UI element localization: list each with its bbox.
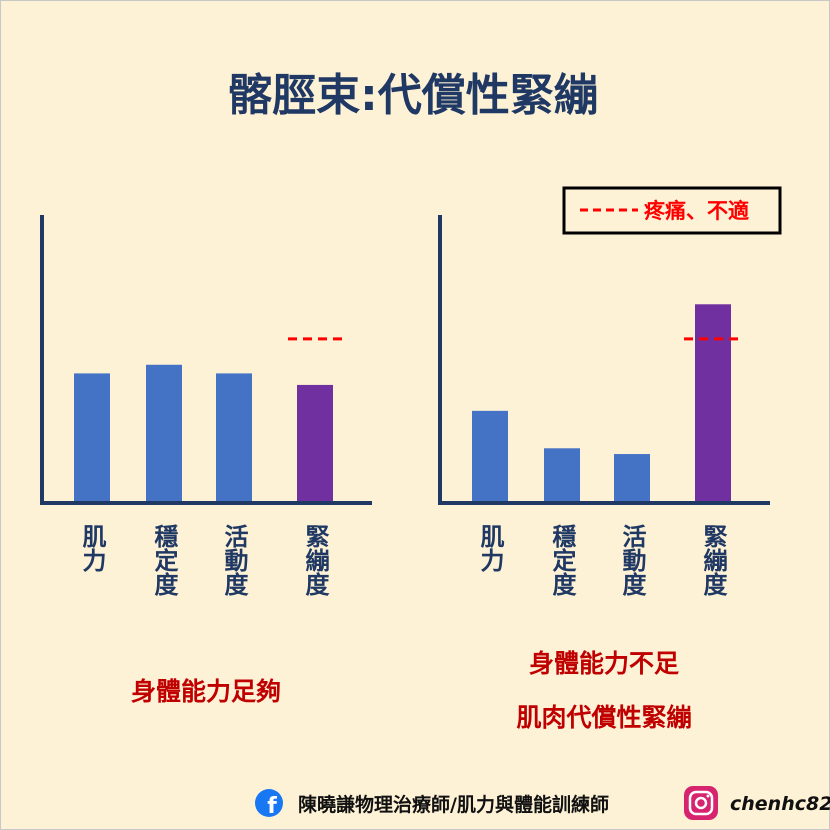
bar (472, 410, 508, 503)
footer-author: 陳曉謙物理治療師/肌力與體能訓練師 (298, 793, 609, 816)
category-label: 肌力 (476, 524, 504, 573)
bar (614, 454, 650, 503)
title: 髂脛束:代償性緊繃 (228, 70, 598, 121)
legend-label: 疼痛、不適 (644, 199, 749, 223)
chart-caption: 身體能力足夠 (131, 677, 281, 706)
bar (544, 448, 580, 503)
bar (74, 373, 110, 503)
svg-text:f: f (267, 794, 277, 819)
category-label: 穩定度 (548, 524, 576, 597)
category-label: 穩定度 (150, 524, 178, 597)
chart-caption: 肌肉代償性緊繃 (516, 703, 691, 732)
facebook-icon: f (255, 789, 283, 819)
bar (216, 373, 252, 503)
category-label: 活動度 (618, 524, 646, 597)
instagram-icon (684, 786, 718, 820)
footer-handle: chenhc82 (730, 793, 830, 815)
category-label: 活動度 (220, 524, 248, 597)
category-label: 肌力 (78, 524, 106, 573)
legend-box (562, 186, 782, 235)
chart-caption: 身體能力不足 (529, 649, 679, 678)
category-label: 緊繃度 (301, 524, 329, 597)
bar (297, 384, 333, 503)
category-label: 緊繃度 (699, 524, 727, 597)
bar (695, 304, 731, 503)
bar (146, 364, 182, 503)
